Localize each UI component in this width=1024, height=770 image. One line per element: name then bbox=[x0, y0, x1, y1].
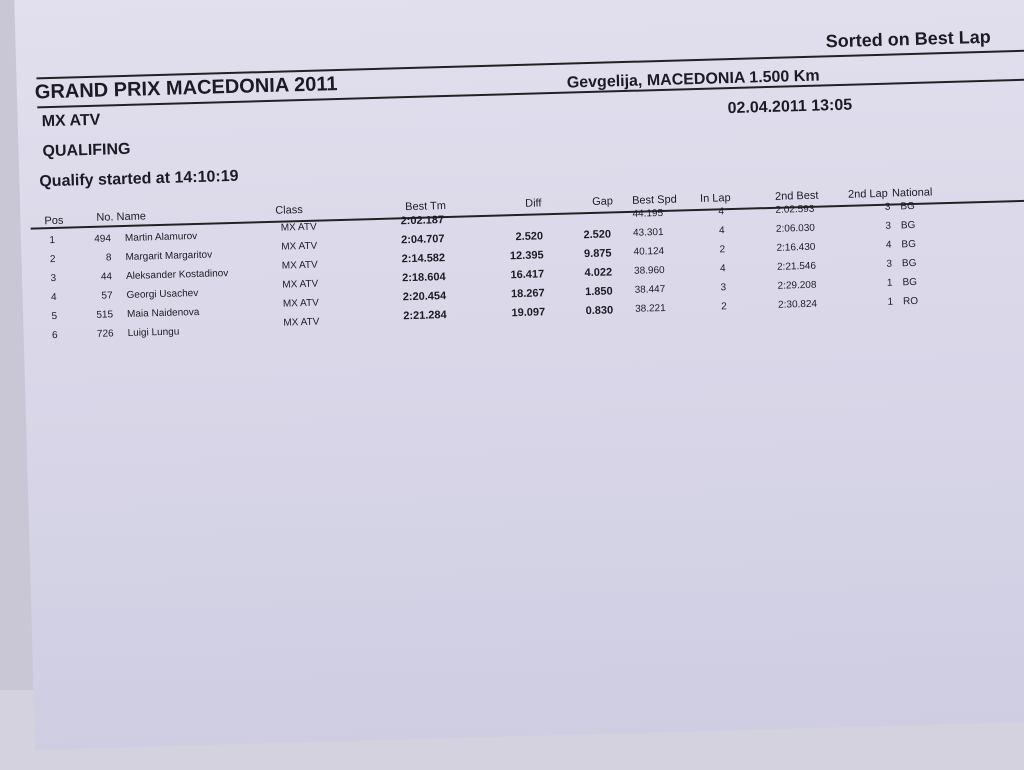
cell-national: BG bbox=[902, 276, 918, 289]
col-best-spd: Best Spd bbox=[631, 193, 677, 207]
cell-best-spd: 38.447 bbox=[634, 283, 666, 296]
cell-class: MX ATV bbox=[281, 240, 318, 253]
cell-national: RO bbox=[902, 295, 919, 308]
cell-in-lap: 2 bbox=[720, 301, 727, 313]
cell-best-spd: 38.960 bbox=[633, 264, 665, 277]
cell-diff: 16.417 bbox=[510, 268, 545, 282]
cell-name: Maia Naidenova bbox=[126, 306, 200, 320]
cell-pos: 5 bbox=[51, 310, 58, 323]
cell-best-tm: 2:18.604 bbox=[402, 271, 446, 285]
col-in-lap: In Lap bbox=[699, 192, 731, 205]
date-time: 02.04.2011 13:05 bbox=[727, 96, 853, 118]
cell-national: BG bbox=[900, 200, 916, 213]
col-2nd-best: 2nd Best bbox=[774, 189, 819, 203]
results-sheet: Sorted on Best Lap GRAND PRIX MACEDONIA … bbox=[14, 0, 1024, 750]
class-title: MX ATV bbox=[41, 111, 101, 131]
cell-second-best: 2:29.208 bbox=[777, 279, 817, 292]
cell-name: Martin Alamurov bbox=[124, 230, 198, 244]
cell-pos: 3 bbox=[50, 272, 57, 285]
cell-no: 515 bbox=[96, 309, 114, 321]
cell-second-lap: 3 bbox=[885, 220, 892, 232]
col-pos: Pos bbox=[44, 214, 64, 228]
cell-best-tm: 2:14.582 bbox=[401, 252, 446, 266]
cell-class: MX ATV bbox=[282, 278, 319, 291]
cell-best-tm: 2:02.187 bbox=[400, 214, 445, 228]
cell-in-lap: 2 bbox=[719, 244, 726, 256]
cell-diff: 18.267 bbox=[510, 287, 545, 301]
cell-no: 726 bbox=[96, 328, 114, 340]
col-best-tm: Best Tm bbox=[405, 200, 447, 214]
col-diff: Diff bbox=[525, 197, 542, 210]
cell-best-tm: 2:20.454 bbox=[402, 290, 447, 304]
cell-class: MX ATV bbox=[283, 316, 320, 329]
start-info: Qualify started at 14:10:19 bbox=[39, 167, 239, 191]
cell-gap: 1.850 bbox=[584, 285, 613, 299]
cell-second-lap: 3 bbox=[884, 201, 891, 213]
cell-name: Luigi Lungu bbox=[127, 326, 180, 339]
cell-class: MX ATV bbox=[280, 221, 317, 234]
cell-gap bbox=[570, 209, 610, 210]
cell-diff: 12.395 bbox=[509, 249, 544, 263]
cell-second-best: 2:16.430 bbox=[776, 241, 816, 254]
cell-no: 8 bbox=[105, 252, 112, 264]
cell-second-best: 2:30.824 bbox=[777, 298, 818, 311]
cell-class: MX ATV bbox=[281, 259, 318, 272]
cell-second-best: 2:02.593 bbox=[775, 203, 815, 216]
cell-national: BG bbox=[900, 219, 916, 232]
cell-second-best: 2:21.546 bbox=[776, 260, 817, 273]
venue: Gevgelija, MACEDONIA 1.500 Km bbox=[566, 67, 820, 92]
cell-national: BG bbox=[901, 257, 917, 270]
col-class: Class bbox=[275, 204, 303, 217]
cell-second-best: 2:06.030 bbox=[775, 222, 816, 235]
cell-pos: 1 bbox=[49, 234, 56, 247]
cell-diff: 19.097 bbox=[511, 306, 546, 320]
cell-name: Margarit Margaritov bbox=[125, 249, 213, 263]
col-2nd-lap: 2nd Lap bbox=[847, 187, 888, 201]
cell-best-tm: 2:04.707 bbox=[400, 233, 445, 247]
cell-diff bbox=[500, 211, 542, 212]
col-gap: Gap bbox=[591, 195, 614, 208]
cell-name: Aleksander Kostadinov bbox=[125, 268, 229, 282]
cell-name: Georgi Usachev bbox=[126, 287, 199, 301]
cell-best-spd: 43.301 bbox=[632, 226, 664, 239]
header-rule-top bbox=[36, 48, 1024, 80]
cell-in-lap: 3 bbox=[720, 282, 727, 294]
cell-second-lap: 1 bbox=[886, 277, 893, 289]
session-name: QUALIFING bbox=[42, 140, 131, 161]
cell-no: 44 bbox=[100, 271, 113, 283]
cell-best-spd: 38.221 bbox=[635, 302, 666, 315]
cell-best-tm: 2:21.284 bbox=[403, 309, 447, 323]
cell-pos: 4 bbox=[50, 291, 57, 304]
sort-label: Sorted on Best Lap bbox=[825, 26, 991, 52]
col-no-name: No. Name bbox=[96, 210, 147, 224]
cell-class: MX ATV bbox=[282, 297, 319, 310]
cell-national: BG bbox=[901, 238, 917, 251]
cell-pos: 6 bbox=[51, 329, 58, 342]
cell-second-lap: 4 bbox=[885, 239, 892, 251]
cell-best-spd: 44.195 bbox=[632, 207, 664, 220]
cell-gap: 2.520 bbox=[583, 228, 612, 242]
cell-gap: 4.022 bbox=[584, 266, 613, 280]
cell-second-lap: 1 bbox=[887, 296, 894, 308]
cell-best-spd: 40.124 bbox=[633, 245, 665, 258]
cell-no: 57 bbox=[101, 290, 113, 302]
cell-in-lap: 4 bbox=[718, 206, 725, 218]
cell-gap: 0.830 bbox=[585, 304, 614, 318]
cell-pos: 2 bbox=[49, 253, 56, 266]
cell-in-lap: 4 bbox=[719, 263, 726, 275]
col-national: National bbox=[891, 186, 933, 200]
cell-no: 494 bbox=[94, 233, 112, 245]
cell-in-lap: 4 bbox=[718, 225, 725, 237]
cell-second-lap: 3 bbox=[886, 258, 893, 270]
cell-diff: 2.520 bbox=[515, 230, 544, 244]
cell-gap: 9.875 bbox=[583, 247, 612, 261]
